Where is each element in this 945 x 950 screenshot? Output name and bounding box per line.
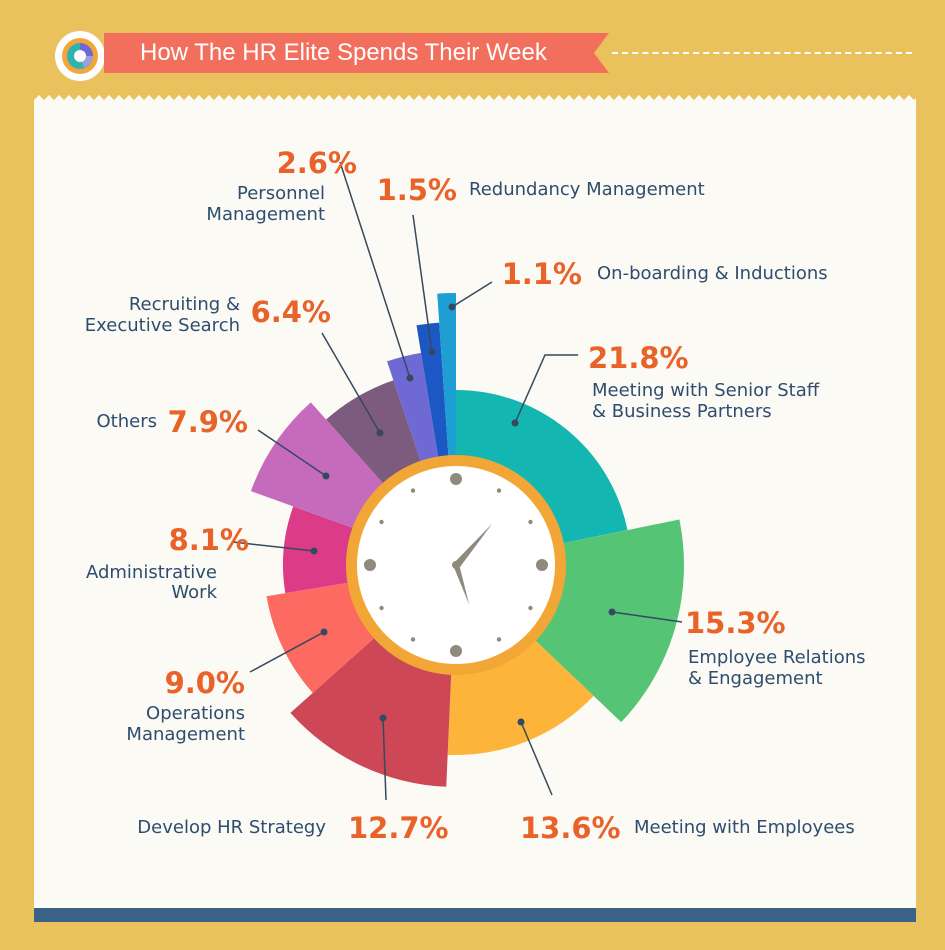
- slice-labels: 21.8% Meeting with Senior Staff& Business…: [85, 146, 866, 845]
- leader-line-9: [339, 161, 411, 379]
- percent-label: 6.4%: [251, 295, 331, 329]
- pie-slice-1: [456, 390, 628, 545]
- leader-line-5: [249, 631, 325, 673]
- clock-tick: [450, 645, 462, 657]
- leader-line-7: [257, 429, 327, 477]
- category-label: Employee Relations: [688, 647, 866, 668]
- leader-dot-10: [428, 348, 436, 356]
- percent-label: 12.7%: [348, 811, 449, 845]
- category-label: Executive Search: [85, 315, 240, 336]
- clock-tick: [410, 637, 416, 642]
- clock-hour-hand: [452, 523, 493, 567]
- leader-dot-11: [448, 303, 456, 311]
- percent-label: 1.1%: [502, 257, 582, 291]
- leader-dot-7: [322, 472, 330, 480]
- title-dashed-divider: [612, 52, 912, 54]
- pie-slice-7: [250, 402, 389, 531]
- percent-label: 1.5%: [377, 173, 457, 207]
- pie-slice-4: [290, 632, 452, 787]
- clock-logo-icon: [55, 31, 105, 81]
- leader-dot-2: [608, 608, 616, 616]
- category-label: Management: [126, 724, 245, 745]
- percent-label: 2.6%: [277, 146, 357, 180]
- leader-line-10: [412, 214, 433, 353]
- leader-line-11: [451, 281, 493, 308]
- category-label: & Business Partners: [592, 401, 772, 422]
- pie-slice-10: [416, 322, 450, 466]
- category-label: & Engagement: [688, 668, 823, 689]
- clock-tick: [536, 559, 548, 571]
- percent-label: 13.6%: [520, 811, 621, 845]
- leader-dot-1: [511, 419, 519, 427]
- clock-tick: [379, 519, 384, 525]
- leader-line-4: [382, 717, 387, 801]
- category-label: Others: [97, 411, 158, 432]
- category-label: Meeting with Employees: [634, 817, 855, 838]
- leader-lines: [232, 161, 683, 801]
- percent-label: 8.1%: [169, 523, 249, 557]
- percent-label: 7.9%: [168, 405, 248, 439]
- pie-slice-6: [282, 506, 361, 594]
- pie-slice-2: [529, 519, 684, 723]
- leader-dot-6: [310, 547, 318, 555]
- percent-label: 9.0%: [165, 666, 245, 700]
- clock-tick: [528, 519, 533, 525]
- leader-dot-8: [376, 429, 384, 437]
- pie-slice-9: [386, 352, 440, 470]
- category-label: Administrative: [86, 562, 217, 583]
- pie-slice-5: [266, 581, 381, 693]
- bottom-bar: [34, 908, 916, 922]
- clock-tick: [379, 605, 384, 611]
- clock-tick: [496, 637, 502, 642]
- pie-slice-11: [437, 293, 456, 465]
- leader-dot-5: [320, 628, 328, 636]
- clock-tick: [528, 605, 533, 611]
- percent-label: 15.3%: [685, 606, 786, 640]
- clock-face: [346, 455, 566, 675]
- clock-tick: [496, 488, 502, 493]
- category-label: Operations: [146, 703, 245, 724]
- leader-line-6: [232, 541, 315, 552]
- category-label: Meeting with Senior Staff: [592, 380, 820, 401]
- category-label: Management: [206, 204, 325, 225]
- leader-line-1: [514, 354, 578, 424]
- clock-minute-hand: [453, 564, 470, 605]
- clock-tick: [410, 488, 416, 493]
- category-label: On-boarding & Inductions: [597, 263, 828, 284]
- pie-slice-8: [326, 380, 424, 490]
- clock-tick: [364, 559, 376, 571]
- leader-dot-4: [379, 714, 387, 722]
- category-label: Recruiting &: [129, 294, 240, 315]
- percent-label: 21.8%: [588, 341, 689, 375]
- category-label: Develop HR Strategy: [137, 817, 326, 838]
- clock-tick: [450, 473, 462, 485]
- title-banner: [104, 33, 609, 73]
- leader-line-3: [520, 721, 553, 796]
- clock-center: [452, 561, 460, 569]
- page-title: How The HR Elite Spends Their Week: [140, 39, 547, 66]
- leader-line-2: [611, 611, 683, 623]
- leader-dot-9: [406, 374, 414, 382]
- category-label: Redundancy Management: [469, 179, 705, 200]
- chart-slices: [250, 293, 684, 787]
- leader-line-8: [321, 332, 381, 434]
- category-label: Work: [171, 582, 217, 603]
- category-label: Personnel: [237, 183, 325, 204]
- leader-dot-3: [517, 718, 525, 726]
